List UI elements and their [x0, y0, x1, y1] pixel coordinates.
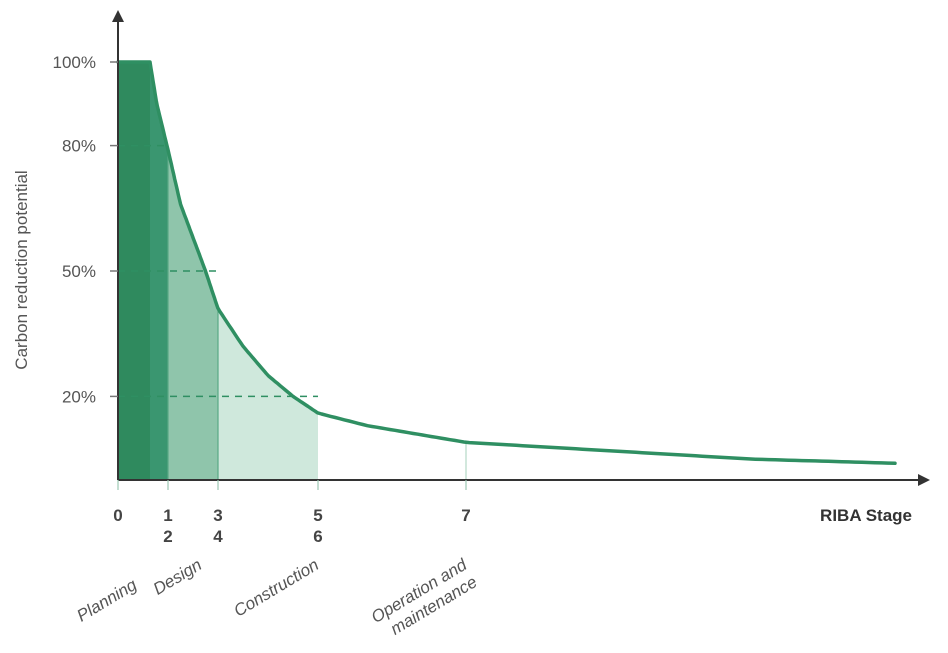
x-tick-label: 5	[313, 506, 322, 525]
curve-layer	[116, 60, 897, 466]
band-2	[168, 149, 218, 480]
x-tick-label: 6	[313, 527, 322, 546]
phase-label: Design	[150, 555, 205, 599]
y-axis-label: Carbon reduction potential	[12, 170, 31, 369]
x-tick-label: 2	[163, 527, 172, 546]
phase-label: Construction	[230, 555, 322, 620]
curve-line	[116, 60, 897, 466]
x-axis-label: RIBA Stage	[820, 506, 912, 525]
x-tick-label: 1	[163, 506, 172, 525]
x-tick-label: 7	[461, 506, 470, 525]
phase-label: Planning	[74, 575, 141, 626]
phase-label-line: Design	[150, 555, 205, 599]
shaded-bands	[118, 62, 467, 480]
guide-lines	[118, 144, 318, 398]
x-tick-label: 0	[113, 506, 122, 525]
axes	[110, 10, 930, 490]
x-axis-arrow	[918, 474, 930, 486]
y-tick-label: 100%	[53, 53, 96, 72]
y-axis-arrow	[112, 10, 124, 22]
y-tick-label: 20%	[62, 387, 96, 406]
phase-label-line: Construction	[230, 555, 322, 620]
phase-label-line: Planning	[74, 575, 141, 626]
x-tick-label: 3	[213, 506, 222, 525]
y-tick-label: 50%	[62, 262, 96, 281]
band-3	[218, 308, 318, 480]
x-tick-label: 4	[213, 527, 223, 546]
y-tick-label: 80%	[62, 137, 96, 156]
